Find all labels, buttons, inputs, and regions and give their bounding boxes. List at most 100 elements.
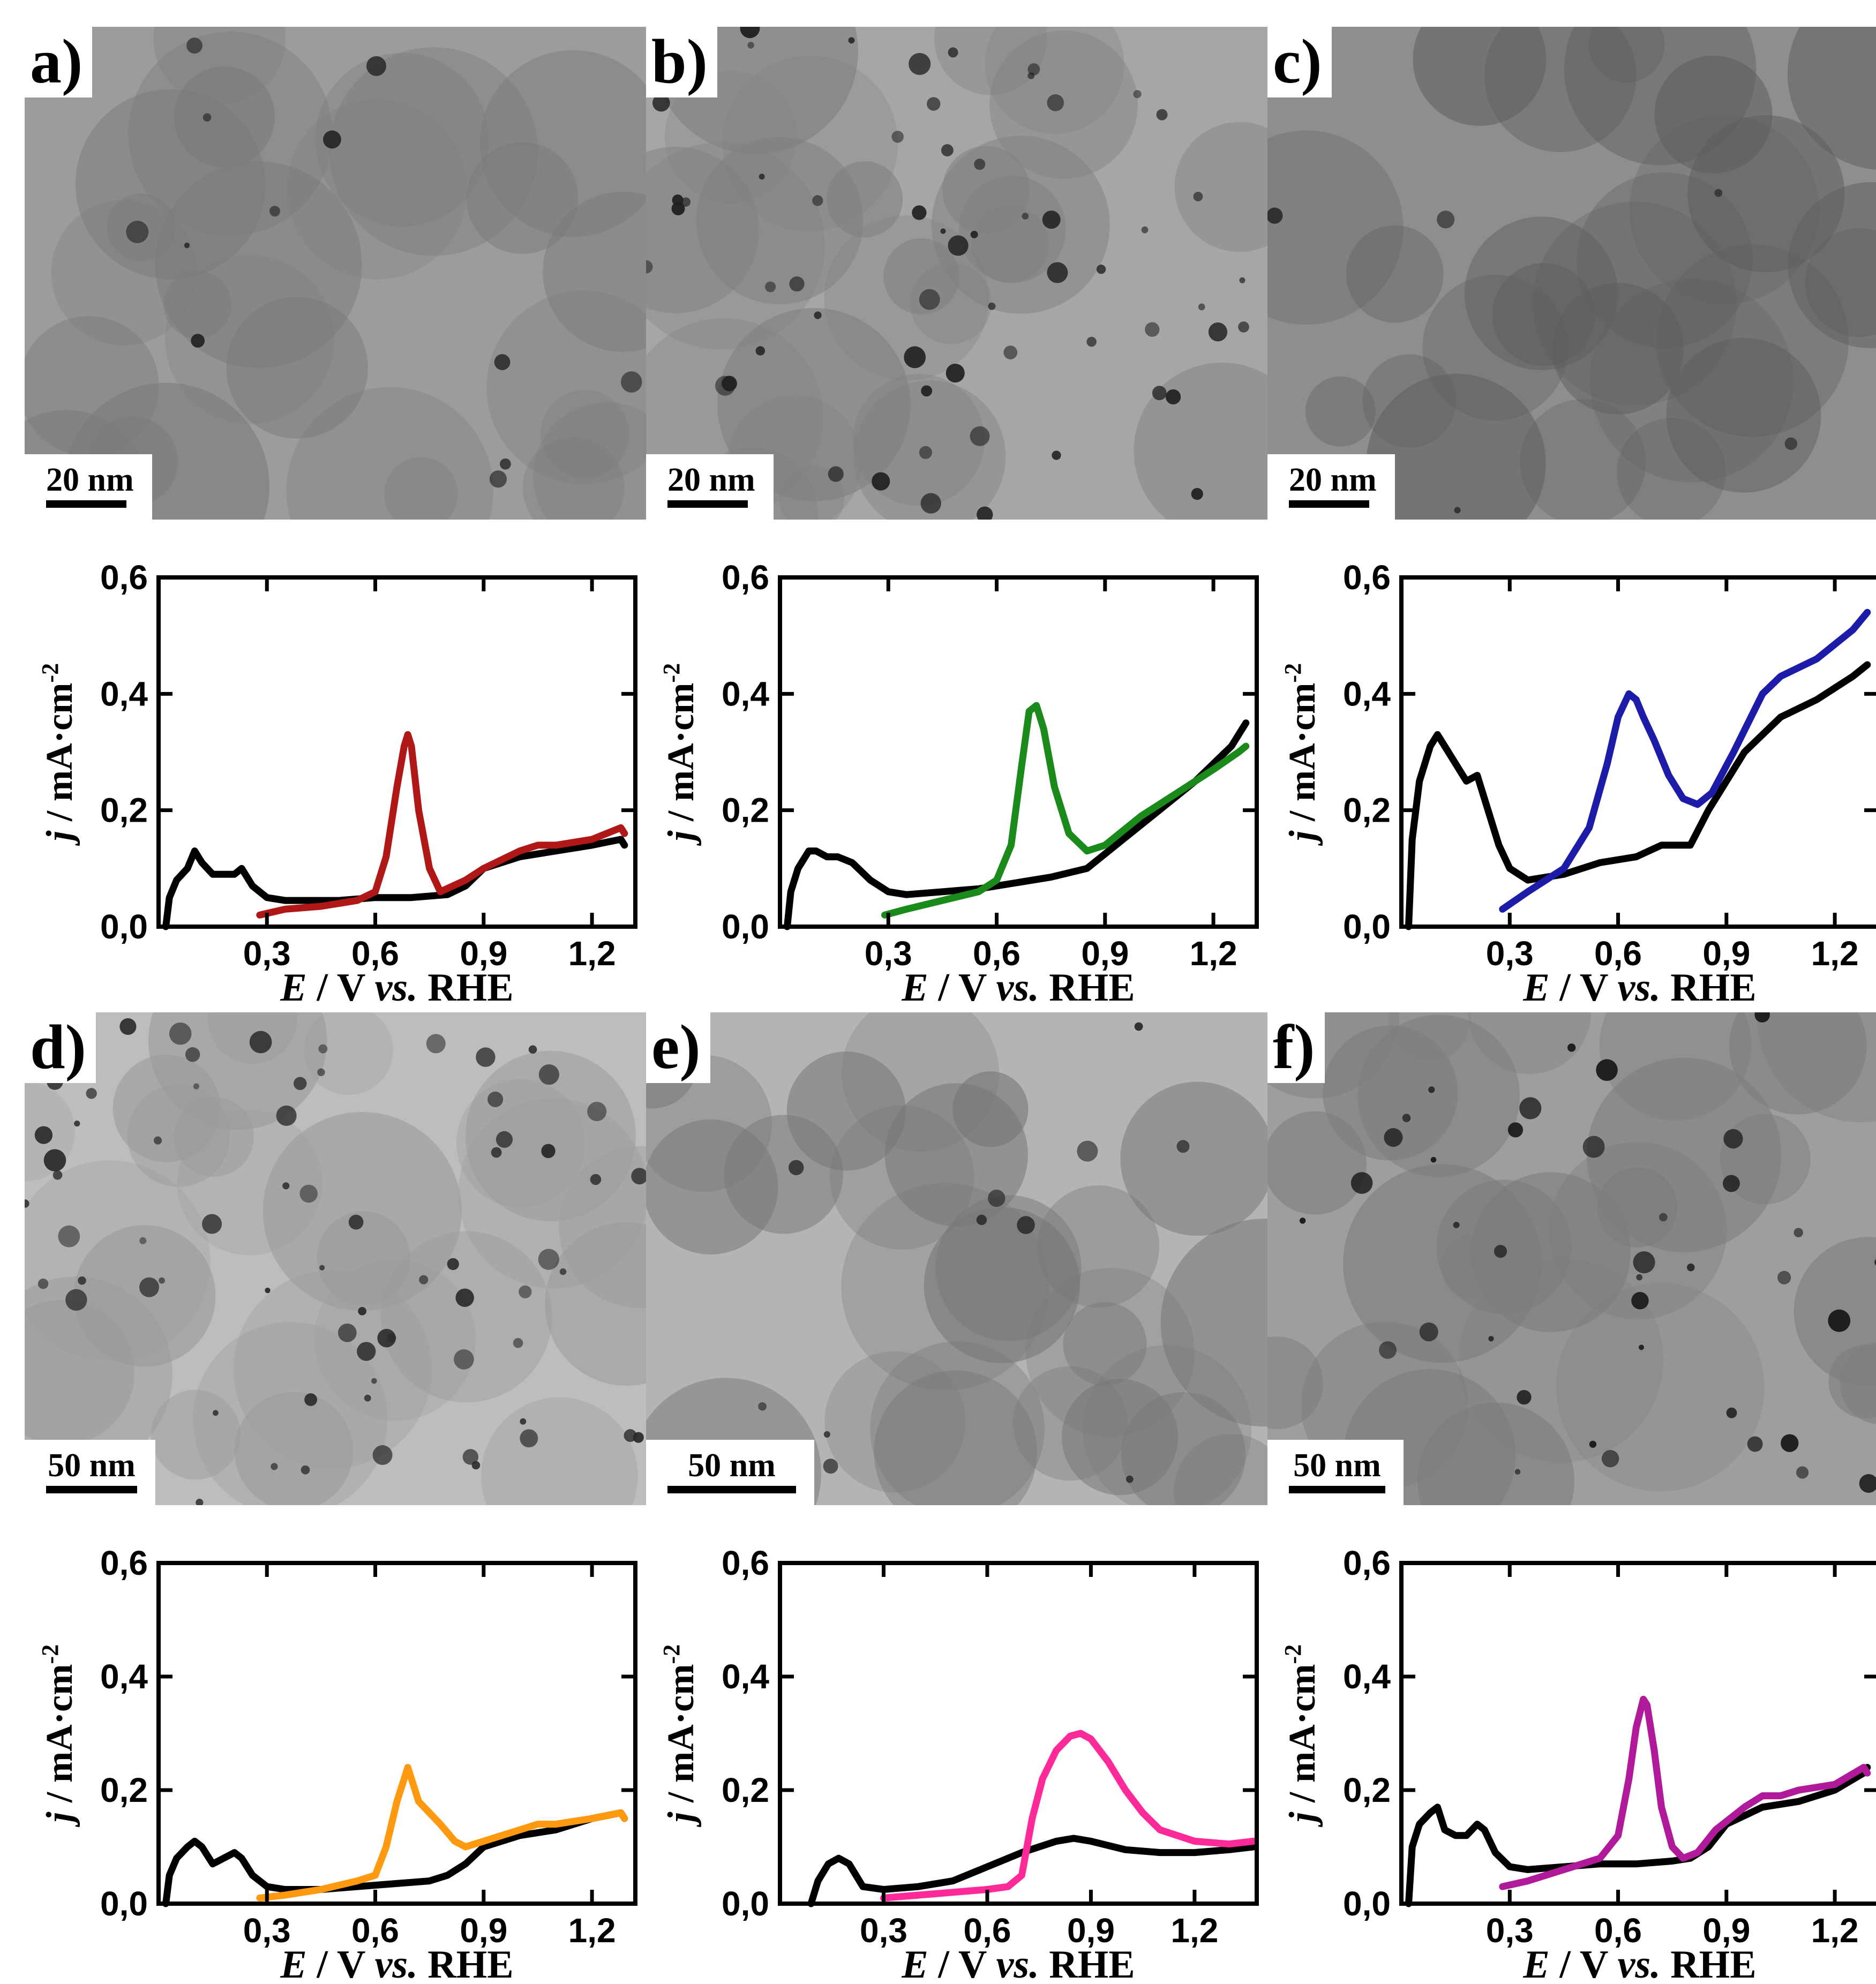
nanoparticle [988, 302, 996, 310]
nanoparticle [1488, 1336, 1494, 1342]
series-line-blank [807, 1835, 1257, 1907]
nanoparticle [358, 1307, 366, 1316]
series-line-blank [1405, 661, 1871, 930]
tem-blob [51, 199, 197, 346]
nanoparticle [496, 1131, 513, 1148]
nanoparticle [624, 1429, 637, 1442]
scale-line-e [667, 1486, 796, 1493]
tem-blob [985, 27, 1124, 134]
nanoparticle [196, 1499, 204, 1505]
nanoparticle [1596, 1059, 1618, 1081]
nanoparticle [988, 1189, 1005, 1207]
scale-bar-a: 20 nm [25, 454, 152, 520]
tem-blob [1805, 228, 1876, 337]
y-tick-label: 0,2 [722, 1771, 769, 1809]
y-tick-label: 0,6 [722, 558, 769, 597]
nanoparticle [1747, 1436, 1763, 1452]
series-line-blank [1405, 1764, 1871, 1907]
nanoparticle [1047, 262, 1068, 283]
tem-blob [874, 1370, 1038, 1505]
nanoparticle [681, 197, 691, 207]
nanoparticle [1419, 1322, 1438, 1342]
tem-blob [1629, 115, 1819, 305]
tem-blob [1346, 225, 1444, 323]
nanoparticle [454, 1349, 474, 1370]
nanoparticle [1430, 1156, 1437, 1163]
plot-frame [1399, 575, 1876, 929]
x-tick-label: 1,2 [568, 934, 616, 973]
nanoparticle [494, 354, 511, 370]
tem-blob [870, 1341, 1045, 1505]
tem-blob [1788, 182, 1876, 349]
tem-blob [924, 1207, 1080, 1363]
tem-texture-d [25, 1012, 646, 1505]
nanoparticle [828, 466, 844, 482]
series-line-sample [880, 1730, 1257, 1902]
nanoparticle [672, 194, 684, 206]
nanoparticle [974, 159, 986, 170]
y-tick-label: 0,4 [1343, 1657, 1391, 1696]
series-line-blank [162, 836, 628, 930]
tem-blob [163, 270, 232, 339]
nanoparticle [755, 346, 766, 356]
x-tick-label: 0,6 [351, 1911, 399, 1950]
panel-label-d: d) [25, 1012, 96, 1083]
chart-f: 0,0 0,2 0,4 0,6 0,3 0,6 0,9 1,2 E / V vs. RHE j /… [1280, 1544, 1876, 1984]
nanoparticle [1659, 1213, 1668, 1222]
x-tick-label: 0,9 [1081, 934, 1129, 973]
y-axis-label: j / mA·cm-2 [1280, 663, 1323, 846]
nanoparticle [1686, 1263, 1695, 1272]
x-tick-label: 0,3 [1486, 934, 1534, 973]
nanoparticle [1601, 1449, 1619, 1468]
tem-blob [786, 1051, 906, 1171]
nanoparticle [823, 1459, 838, 1474]
y-axis-label: j / mA·cm-2 [37, 1644, 80, 1828]
tem-blob [1552, 283, 1684, 415]
nanoparticle [1638, 1344, 1645, 1350]
y-tick-label: 0,0 [100, 907, 148, 946]
nanoparticle [419, 1275, 429, 1284]
tem-blob [193, 1322, 388, 1505]
nanoparticle [652, 94, 670, 112]
nanoparticle [1077, 1140, 1098, 1162]
nanoparticle [948, 235, 969, 256]
nanoparticle [65, 1289, 87, 1311]
x-tick-label: 0,9 [460, 934, 507, 973]
series-line-sample [256, 731, 628, 919]
y-tick-label: 0,2 [1343, 1771, 1391, 1809]
tem-blob [1549, 1141, 1727, 1320]
tem-blob [1520, 399, 1646, 520]
nanoparticle [1017, 1216, 1035, 1234]
tem-blob [177, 1110, 323, 1256]
nanoparticle [620, 371, 642, 393]
nanoparticle [1133, 90, 1142, 99]
tem-blob [381, 1231, 552, 1403]
tem-blob [1121, 1392, 1246, 1505]
nanoparticle [814, 311, 822, 319]
nanoparticle [491, 1147, 502, 1158]
nanoparticle [1631, 1291, 1649, 1310]
nanoparticle [1350, 1172, 1373, 1194]
x-tick-label: 0,3 [243, 934, 291, 973]
nanoparticle [1754, 1012, 1770, 1023]
nanoparticle [1794, 1228, 1803, 1237]
tem-blob [481, 1397, 638, 1505]
nanoparticle [1777, 1271, 1791, 1284]
nanoparticle [740, 27, 760, 39]
series-line-blank [162, 1809, 628, 1907]
panel-label-c: c) [1267, 27, 1332, 97]
nanoparticle [1052, 450, 1061, 460]
tem-blob [1120, 1081, 1267, 1236]
nanoparticle [1165, 389, 1181, 405]
scale-text-c: 20 nm [1289, 461, 1377, 498]
nanoparticle [1567, 1043, 1576, 1052]
scale-line-c [1289, 500, 1369, 508]
tem-blob [1470, 1172, 1631, 1332]
x-tick-label: 1,2 [1190, 934, 1237, 973]
x-axis-label: E / V vs. RHE [280, 1943, 513, 1984]
nanoparticle [1722, 1175, 1740, 1192]
nanoparticle [185, 1047, 200, 1062]
nanoparticle [765, 281, 776, 292]
tem-blob [545, 1222, 646, 1386]
x-axis-label: E / V vs. RHE [1522, 1943, 1756, 1984]
